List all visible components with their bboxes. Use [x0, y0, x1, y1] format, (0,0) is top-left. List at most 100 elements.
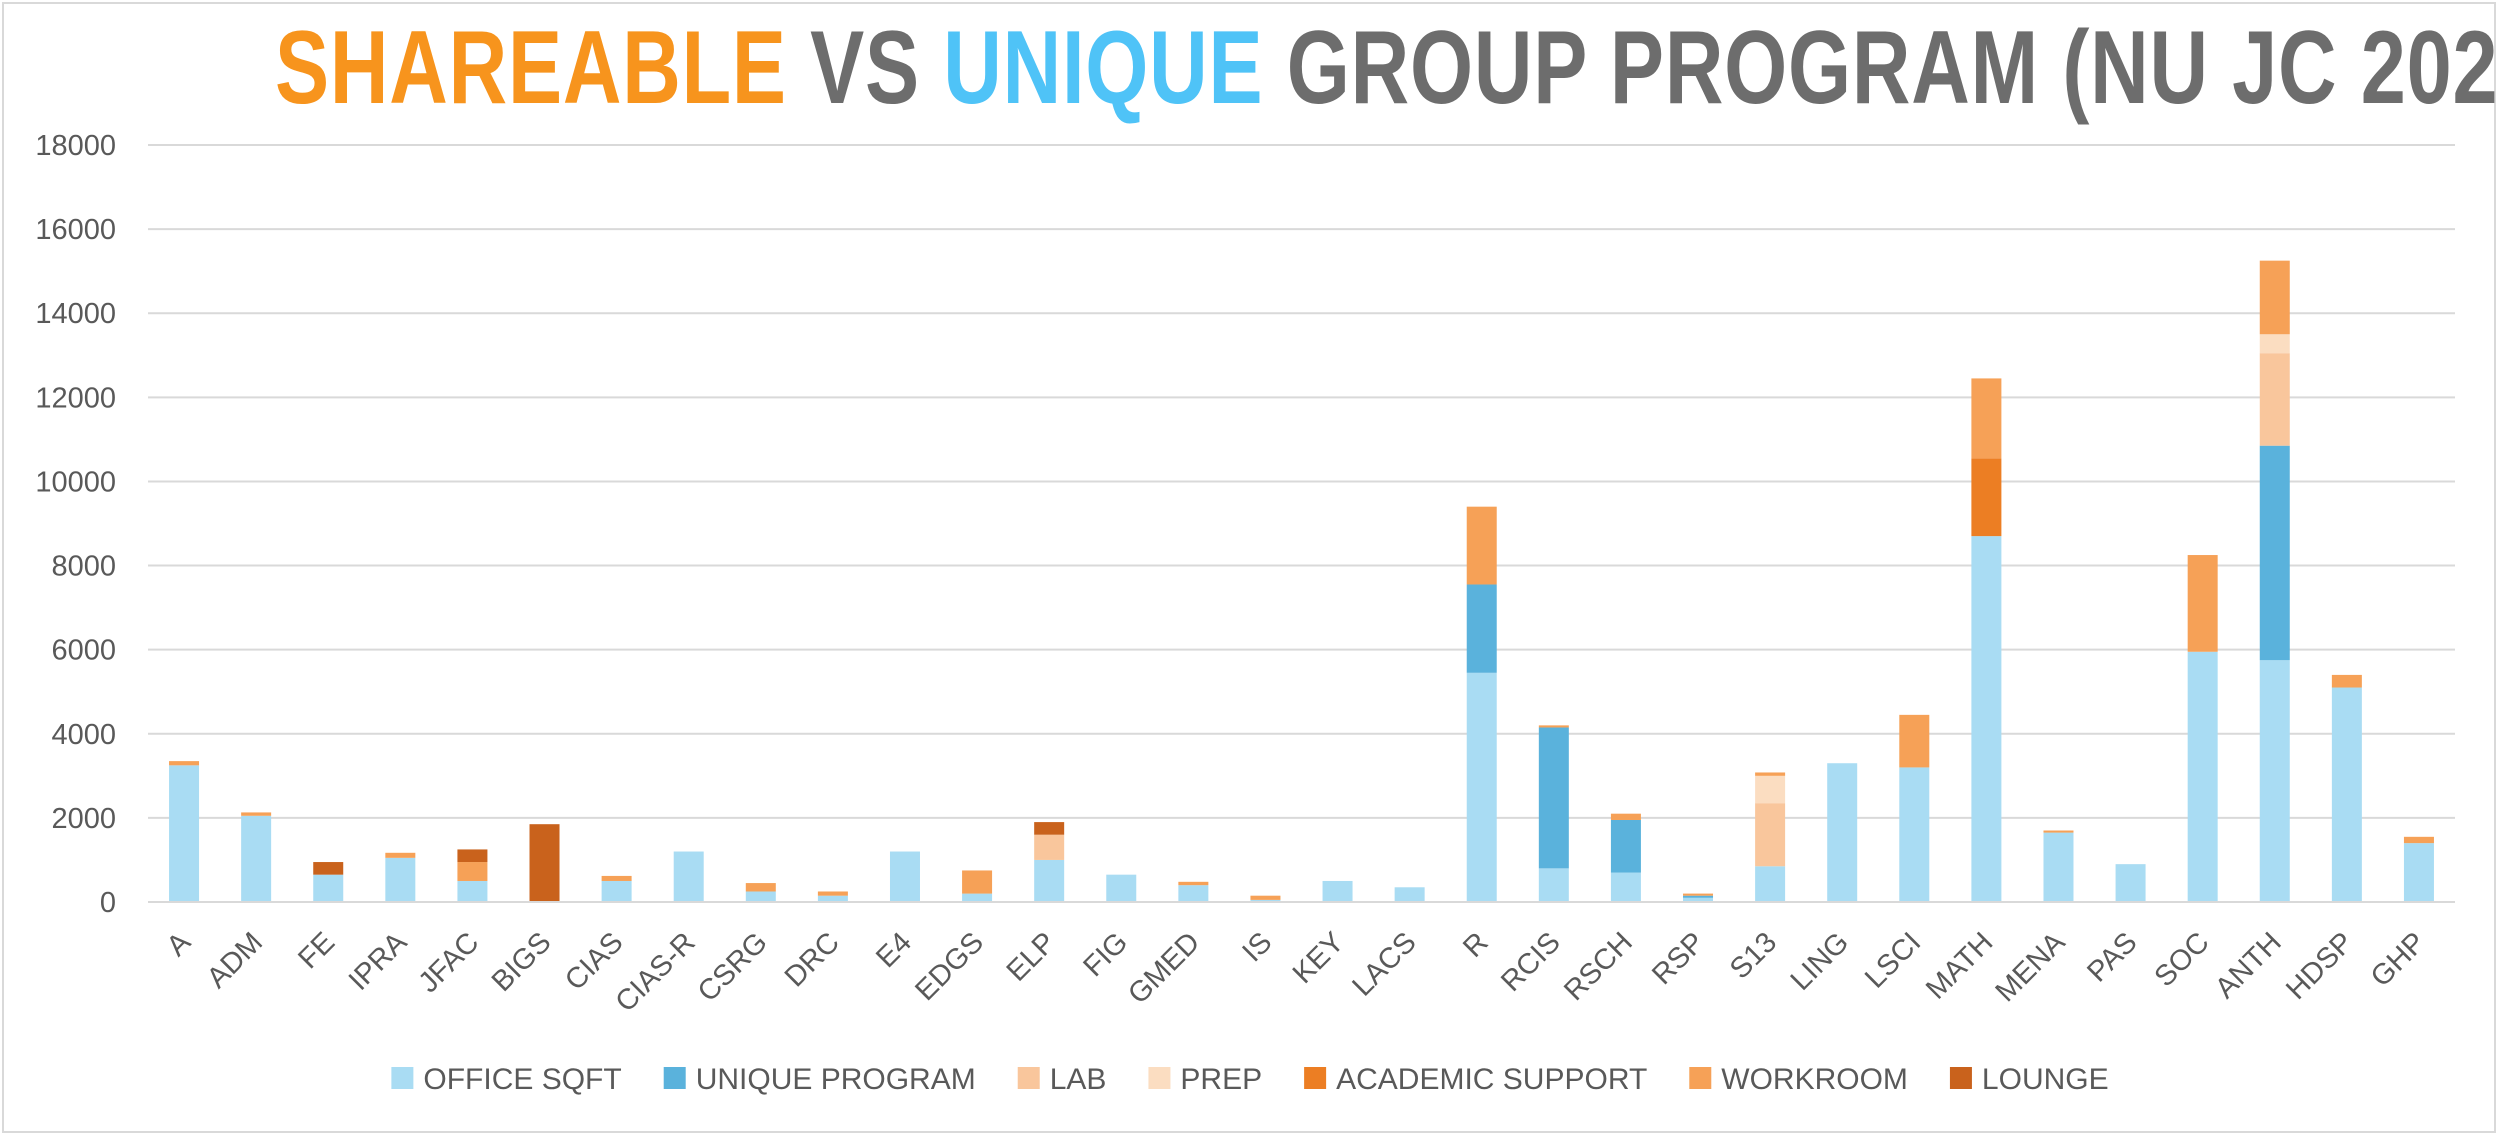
title-shareable: SHAREABLE — [275, 10, 787, 126]
x-tick-label: IPRA — [343, 926, 414, 997]
x-tick-label: ANTH — [2209, 926, 2287, 1004]
bar-soc-workroom — [2187, 555, 2218, 652]
legend-label: LAB — [1050, 1063, 1107, 1096]
legend-label: ACADEMIC SUPPORT — [1336, 1063, 1647, 1096]
bar-rsp-workroom — [1683, 893, 1714, 896]
x-tick-label: RCIS — [1495, 926, 1567, 998]
x-tick-label: ELP — [1001, 926, 1062, 987]
bar-pas-office-sqft — [2115, 864, 2146, 902]
bar-ling-office-sqft — [1827, 763, 1858, 902]
bar-r-workroom — [1466, 506, 1497, 585]
bar-edgs-workroom — [962, 870, 993, 894]
bar-elp-lounge — [1034, 822, 1065, 835]
title-unique: UNIQUE — [943, 10, 1264, 126]
bar-hdsp-workroom — [2331, 674, 2362, 688]
x-tick-label: LSCI — [1859, 926, 1927, 994]
legend-label: UNIQUE PROGRAM — [696, 1063, 976, 1096]
x-tick-label: CSRG — [692, 926, 774, 1008]
x-tick-label: IS — [1236, 926, 1278, 968]
legend: OFFICE SQFT UNIQUE PROGRAM LAB PREP ACADEMIC… — [391, 1063, 2109, 1096]
bar-anth-office-sqft — [2259, 660, 2290, 902]
x-tick-label: GMED — [1122, 926, 1206, 1010]
legend-label: PREP — [1180, 1063, 1262, 1096]
bar-anth-workroom — [2259, 260, 2290, 335]
bar-math-workroom — [1971, 378, 2002, 459]
chart-title: SHAREABLE VS UNIQUE GROUP PROGRAM (NU JC… — [275, 8, 2500, 128]
y-tick-label: 12000 — [35, 382, 116, 414]
bar-jfac-workroom — [457, 862, 488, 881]
bar-adm-workroom — [241, 812, 272, 816]
bar-drc-workroom — [817, 891, 848, 896]
bar-fig-office-sqft — [1106, 874, 1137, 902]
bar-key-office-sqft — [1322, 880, 1353, 902]
gridlines — [148, 144, 2455, 819]
y-axis-tick-labels: 0 2000 4000 6000 8000 10000 12000 14000 16000 180… — [35, 130, 116, 919]
bar-csrg-workroom — [745, 883, 776, 892]
legend-swatch — [1148, 1067, 1171, 1089]
bar-rsp-office-sqft — [1683, 897, 1714, 902]
x-tick-label: R — [1457, 926, 1494, 963]
bar-cias-r-office-sqft — [673, 851, 704, 902]
bar-cias-workroom — [601, 875, 632, 881]
y-tick-label: 8000 — [51, 551, 116, 583]
bar-bigs-lounge — [529, 824, 560, 902]
bar-fe-office-sqft — [313, 874, 344, 902]
title-rest: GROUP PROGRAM (NU JC 2022) — [1263, 10, 2500, 126]
bar-s13-prep — [1755, 775, 1786, 804]
bar-a-office-sqft — [169, 765, 200, 902]
y-tick-label: 16000 — [35, 214, 116, 246]
y-tick-label: 18000 — [35, 130, 116, 162]
bar-rcis-office-sqft — [1538, 868, 1569, 902]
x-tick-label: LING — [1785, 926, 1855, 996]
x-tick-label: LACS — [1346, 926, 1422, 1002]
x-tick-label: SOC — [2149, 926, 2216, 993]
bar-cias-office-sqft — [601, 880, 632, 902]
y-tick-label: 14000 — [35, 298, 116, 330]
bar-csrg-office-sqft — [745, 891, 776, 902]
bar-rsch-unique-program — [1610, 819, 1641, 873]
x-tick-label: A — [161, 926, 198, 963]
x-tick-label: EDGS — [909, 926, 990, 1007]
bar-math-academic-support — [1971, 458, 2002, 537]
legend-label: WORKROOM — [1721, 1063, 1908, 1096]
bar-rcis-unique-program — [1538, 727, 1569, 869]
bar-s13-office-sqft — [1755, 866, 1786, 902]
bar-lacs-office-sqft — [1394, 887, 1425, 902]
bar-is-workroom — [1250, 895, 1281, 900]
bar-r-office-sqft — [1466, 672, 1497, 902]
title-vs: VS — [786, 10, 944, 126]
x-tick-label: ADM — [201, 926, 269, 994]
bars — [169, 260, 2434, 902]
x-tick-label: KEY — [1287, 926, 1351, 990]
bar-edgs-office-sqft — [962, 893, 993, 902]
bar-jfac-office-sqft — [457, 880, 488, 902]
x-tick-label: FIG — [1077, 926, 1134, 983]
bar-rcis-workroom — [1538, 725, 1569, 728]
y-tick-label: 6000 — [51, 635, 116, 667]
legend-label: OFFICE SQFT — [423, 1063, 621, 1096]
bar-anth-prep — [2259, 334, 2290, 354]
bar-hdsp-office-sqft — [2331, 687, 2362, 902]
x-tick-label: HDSP — [2280, 926, 2360, 1006]
legend-label: LOUNGE — [1982, 1063, 2109, 1096]
x-tick-label: MATH — [1920, 926, 1999, 1005]
x-tick-label: CIAS-R — [610, 926, 702, 1018]
legend-swatch — [1949, 1067, 1972, 1089]
bar-lsci-office-sqft — [1899, 767, 1930, 902]
x-tick-label: JFAC — [413, 926, 486, 999]
x-tick-label: MENA — [1990, 926, 2072, 1008]
x-tick-label: E4 — [870, 926, 918, 974]
bar-jfac-lounge — [457, 849, 488, 863]
bar-ipra-workroom — [385, 852, 416, 858]
bar-is-office-sqft — [1250, 899, 1281, 902]
bar-s13-lab — [1755, 803, 1786, 867]
bar-fe-lounge — [313, 862, 344, 875]
x-tick-label: BIGS — [486, 926, 558, 998]
y-tick-label: 4000 — [51, 719, 116, 751]
bar-rsch-workroom — [1610, 813, 1641, 820]
bar-adm-office-sqft — [241, 815, 272, 902]
bar-anth-lab — [2259, 353, 2290, 446]
bar-ghp-office-sqft — [2403, 843, 2434, 902]
